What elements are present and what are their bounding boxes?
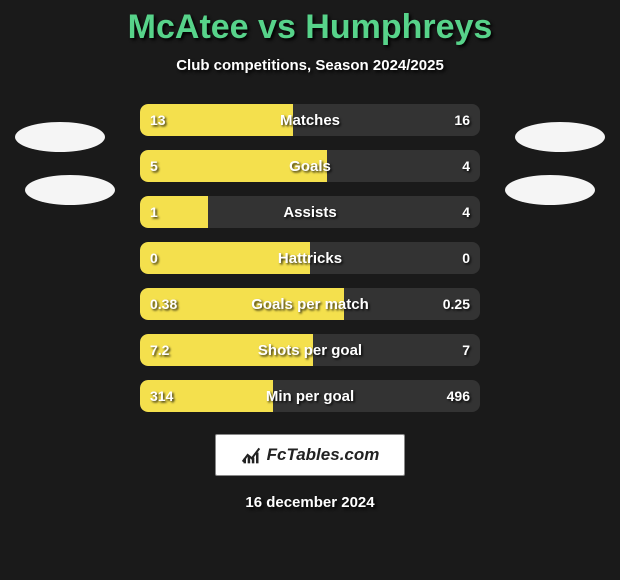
footer-brand-badge: FcTables.com — [215, 434, 405, 476]
stat-row: 0.38Goals per match0.25 — [140, 288, 480, 320]
stat-row: 13Matches16 — [140, 104, 480, 136]
stats-bars: 13Matches16 5Goals4 1Assists4 0Hattricks0 0.… — [140, 104, 480, 412]
stat-label: Matches — [140, 112, 480, 129]
stat-value-right: 0.25 — [443, 296, 470, 312]
avatar-player-left-1 — [15, 122, 105, 152]
page-title: McAtee vs Humphreys — [128, 8, 493, 47]
stat-label: Shots per goal — [140, 342, 480, 359]
stat-value-right: 0 — [462, 250, 470, 266]
stat-row: 7.2Shots per goal7 — [140, 334, 480, 366]
page-subtitle: Club competitions, Season 2024/2025 — [176, 57, 444, 74]
avatar-player-right-2 — [505, 175, 595, 205]
stat-row: 1Assists4 — [140, 196, 480, 228]
stat-label: Min per goal — [140, 388, 480, 405]
chart-icon — [241, 445, 261, 465]
avatar-player-right-1 — [515, 122, 605, 152]
comparison-container: McAtee vs Humphreys Club competitions, S… — [0, 0, 620, 580]
stat-value-right: 4 — [462, 158, 470, 174]
footer-brand-text: FcTables.com — [267, 445, 380, 465]
stat-label: Goals per match — [140, 296, 480, 313]
stat-row: 0Hattricks0 — [140, 242, 480, 274]
stat-value-right: 16 — [454, 112, 470, 128]
stat-label: Hattricks — [140, 250, 480, 267]
stat-value-right: 7 — [462, 342, 470, 358]
avatar-player-left-2 — [25, 175, 115, 205]
stat-label: Goals — [140, 158, 480, 175]
stat-label: Assists — [140, 204, 480, 221]
stat-value-right: 4 — [462, 204, 470, 220]
stat-row: 314Min per goal496 — [140, 380, 480, 412]
footer-date: 16 december 2024 — [245, 494, 374, 511]
stat-row: 5Goals4 — [140, 150, 480, 182]
stat-value-right: 496 — [447, 388, 470, 404]
